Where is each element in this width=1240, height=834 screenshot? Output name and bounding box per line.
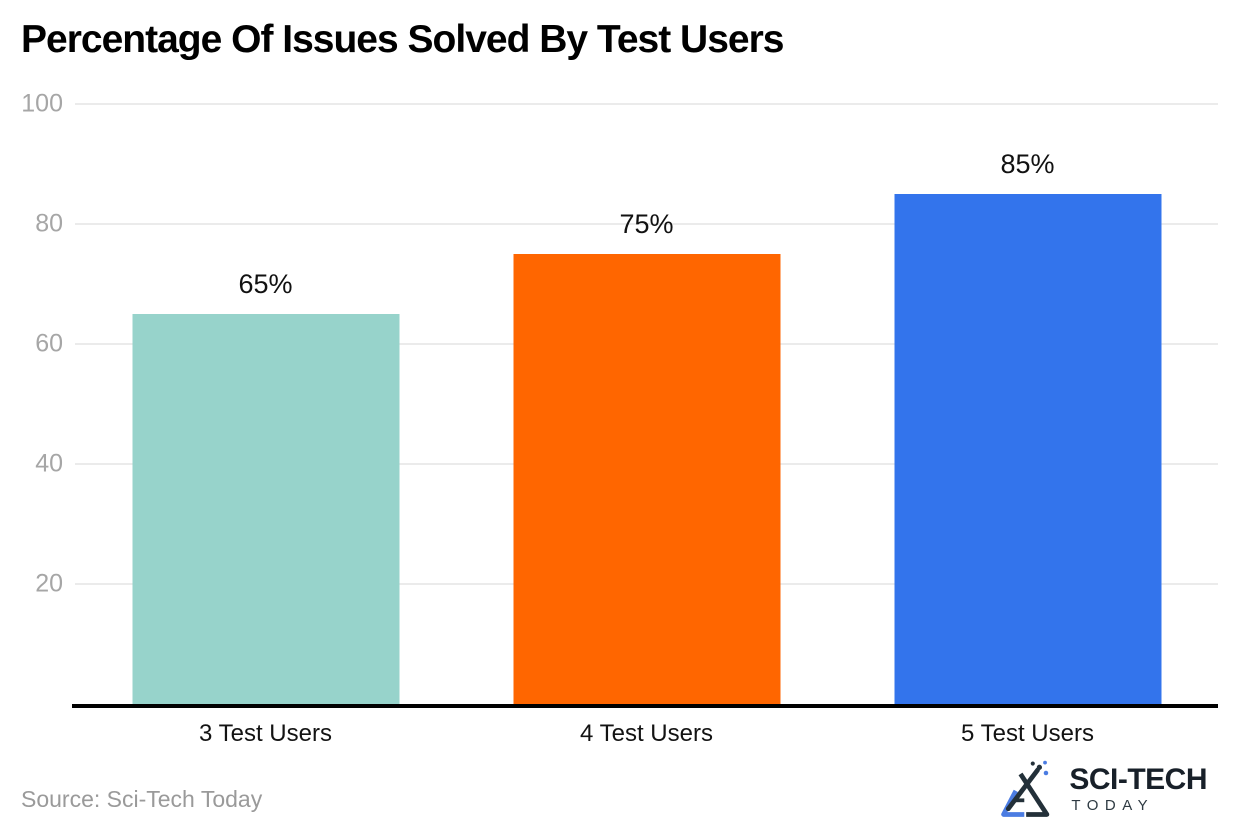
x-axis-label-2: 4 Test Users [580, 720, 713, 747]
y-tick-label-100: 100 [21, 89, 63, 118]
y-tick-label-80: 80 [35, 209, 63, 238]
x-axis-line [72, 704, 1218, 708]
logo-triangle-icon [1001, 760, 1050, 817]
logo-primary-text: SCI-TECH [1069, 763, 1207, 796]
bar-2 [513, 254, 780, 704]
gridline-100 [75, 103, 1218, 105]
y-tick-label-40: 40 [35, 449, 63, 478]
bar-value-label-2: 75% [619, 209, 674, 239]
source-text: Source: Sci-Tech Today [21, 786, 263, 812]
bar-value-label-3: 85% [1000, 149, 1055, 179]
plot-area: 20 40 60 80 100 65% 3 Test Users 75% 4 Test User… [21, 90, 1218, 747]
logo-text: SCI-TECH TODAY [1069, 763, 1207, 814]
x-axis-label-1: 3 Test Users [199, 720, 332, 747]
bar-1 [132, 314, 399, 704]
chart-title: Percentage Of Issues Solved By Test User… [21, 18, 784, 61]
logo-secondary-text: TODAY [1071, 797, 1155, 814]
sci-tech-today-logo: SCI-TECH TODAY [996, 758, 1207, 820]
x-axis-label-3: 5 Test Users [961, 720, 1094, 747]
gridline-80 [75, 223, 1218, 225]
bar-value-label-1: 65% [238, 269, 293, 299]
bar-3 [894, 194, 1161, 704]
y-tick-label-20: 20 [35, 569, 63, 598]
y-tick-label-60: 60 [35, 329, 63, 358]
